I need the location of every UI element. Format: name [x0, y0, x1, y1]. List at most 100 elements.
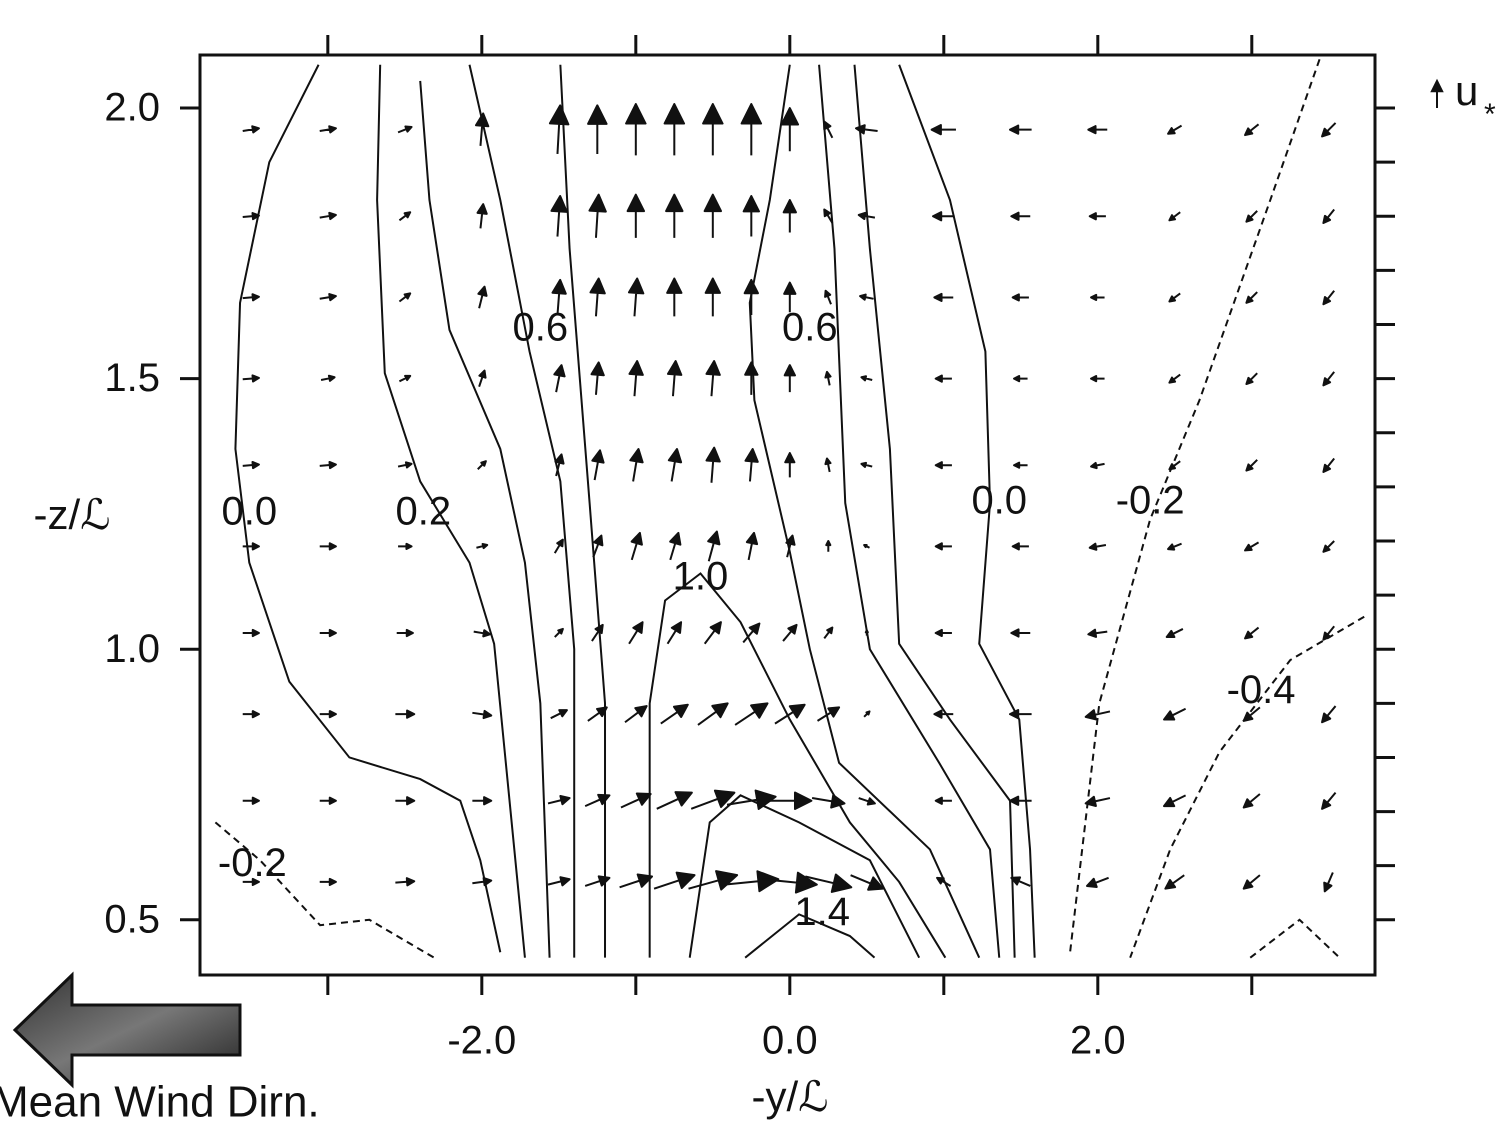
y-tick-label: 2.0: [104, 86, 160, 130]
wind-vector: [1321, 792, 1337, 810]
wind-vector: [1088, 542, 1107, 551]
wind-direction-arrow: [12, 971, 242, 1089]
x-tick-label: 0.0: [762, 1019, 818, 1063]
wind-vector: [472, 796, 493, 806]
wind-vector: [859, 293, 874, 301]
wind-vector: [780, 107, 800, 152]
wind-vector: [1009, 124, 1032, 135]
wind-vector: [242, 374, 260, 383]
wind-vector: [591, 623, 604, 642]
wind-vector: [472, 877, 493, 887]
wind-vector: [656, 791, 693, 810]
wind-vector: [319, 628, 337, 638]
wind-vector: [1013, 375, 1028, 383]
contour-label: -0.4: [1227, 668, 1296, 712]
contour-line: [419, 80, 551, 958]
wind-vector: [858, 797, 876, 806]
contour-line: [376, 64, 526, 958]
contour-label: -0.2: [218, 841, 287, 885]
wind-vector: [704, 277, 721, 317]
wind-vector: [663, 103, 686, 156]
wind-vector: [744, 361, 759, 395]
wind-vector: [1168, 373, 1181, 384]
wind-vector: [319, 796, 337, 805]
wind-vector: [930, 124, 956, 136]
wind-vector: [782, 623, 798, 642]
wind-vector: [1087, 628, 1108, 638]
wind-vector: [705, 360, 721, 397]
wind-vector: [398, 292, 412, 303]
wind-vector: [1245, 291, 1258, 304]
contour-label: 0.2: [395, 489, 451, 533]
wind-vector: [783, 364, 796, 393]
wind-vector: [398, 542, 413, 550]
wind-vector: [476, 543, 489, 550]
wind-vector: [667, 448, 683, 482]
wind-vector: [625, 103, 647, 156]
contour-line: [648, 572, 947, 959]
wind-vector: [784, 452, 796, 478]
contour-label: 1.4: [794, 890, 850, 934]
wind-vector: [1322, 371, 1335, 387]
wind-vector: [1009, 709, 1032, 720]
wind-vector: [398, 374, 412, 383]
wind-vector: [1322, 208, 1335, 225]
wind-vector: [740, 103, 763, 156]
wind-vector: [319, 293, 337, 302]
wind-vector: [591, 449, 605, 481]
wind-vector: [477, 460, 487, 470]
wind-vector: [823, 208, 834, 224]
wind-vector: [1090, 461, 1105, 470]
contour-line: [559, 64, 607, 958]
wind-vector: [653, 871, 696, 890]
wind-vector: [703, 193, 723, 238]
wind-vector: [1086, 876, 1109, 888]
wind-vector: [742, 195, 761, 237]
contour-line: [744, 913, 876, 959]
wind-vector: [242, 293, 260, 302]
y-axis-label: -z/ℒ: [34, 491, 111, 538]
wind-vector: [1323, 872, 1334, 893]
wind-vector: [1010, 628, 1031, 638]
reference-subscript: *: [1484, 98, 1496, 131]
wind-vector: [242, 877, 260, 886]
contour-label: 0.6: [782, 305, 838, 349]
wind-vector: [1090, 293, 1105, 302]
wind-vector: [702, 103, 724, 156]
wind-vector: [768, 791, 813, 810]
wind-vector: [726, 789, 777, 811]
wind-vector: [933, 709, 954, 719]
wind-vector: [1244, 541, 1260, 552]
contour-line: [1249, 918, 1341, 959]
contour-label: 0.6: [513, 305, 569, 349]
wind-vector: [860, 461, 873, 468]
wind-vector: [934, 796, 952, 805]
wind-vector: [478, 369, 487, 388]
wind-vector: [553, 538, 564, 554]
wind-vector: [782, 199, 797, 233]
wind-vector: [665, 193, 684, 238]
contour-label: 0.0: [221, 489, 277, 533]
plot-frame: [198, 53, 1377, 977]
wind-vector: [1245, 372, 1258, 386]
wind-vector: [734, 702, 769, 726]
wind-vector: [823, 120, 834, 139]
wind-vector: [242, 125, 260, 134]
wind-vector: [863, 544, 870, 549]
wind-vector: [554, 627, 564, 638]
wind-vector: [1088, 212, 1106, 221]
wind-vector: [742, 622, 761, 644]
wind-vector: [1164, 874, 1185, 890]
wind-vector: [688, 870, 739, 891]
wind-vector: [1245, 210, 1258, 223]
wind-vector: [628, 360, 644, 397]
wind-vector: [319, 877, 337, 886]
wind-vector: [319, 125, 337, 134]
wind-vector: [1322, 457, 1335, 473]
y-tick-label: 0.5: [104, 897, 160, 941]
wind-vector: [745, 531, 759, 561]
contour-label: -0.2: [1116, 479, 1185, 523]
wind-vector: [584, 793, 611, 808]
wind-vector: [824, 289, 832, 305]
